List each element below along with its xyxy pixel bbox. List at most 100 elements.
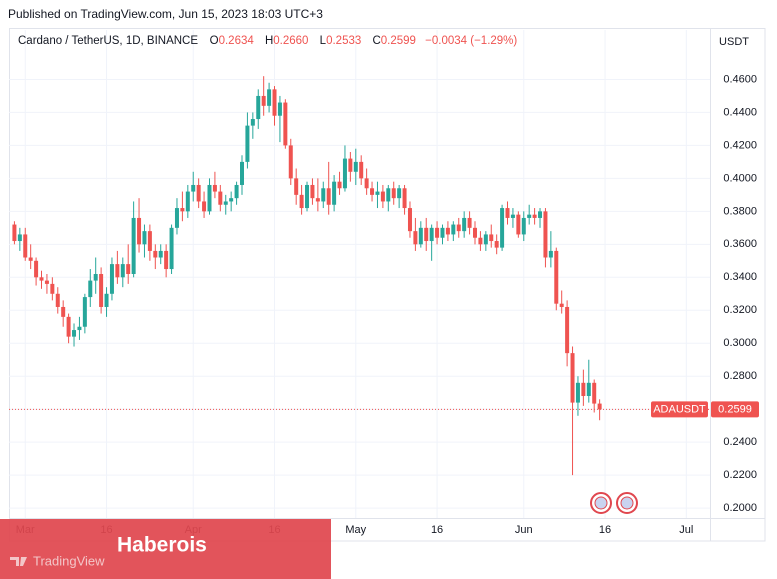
candle-body (326, 188, 331, 205)
candle-body (581, 382, 586, 396)
y-tick-label: 0.4000 (723, 172, 757, 184)
candle-body (158, 250, 163, 258)
symbol-tag (651, 401, 708, 418)
y-tick-label: 0.2200 (723, 469, 757, 481)
candle-body (191, 184, 196, 192)
candle-body (429, 227, 434, 242)
candle-body (353, 161, 358, 172)
candle-body (532, 214, 537, 218)
candle-body (391, 188, 396, 199)
watermark-logo (10, 557, 27, 566)
symbol-tag-label: ADAUSDT (653, 403, 706, 415)
y-tick-label: 0.3000 (723, 337, 757, 349)
candle-body (516, 214, 521, 235)
y-tick-label: 0.3600 (723, 238, 757, 250)
candle-body (50, 283, 55, 294)
candle-body (467, 217, 472, 228)
candle-body (321, 188, 326, 202)
ohlc-key: H (264, 35, 274, 47)
candle-body (342, 158, 347, 189)
candle-body (72, 330, 77, 337)
candle-body (147, 231, 152, 251)
ohlc-value: 0.2634 (218, 35, 254, 47)
candle-body (370, 188, 375, 195)
candle-body (554, 250, 559, 304)
candle-body (445, 227, 450, 235)
y-tick-label: 0.2800 (723, 370, 757, 382)
candle-body (61, 306, 66, 317)
ohlc-value: 0.2599 (380, 35, 416, 47)
candle-body (207, 184, 212, 212)
candle-body (462, 217, 467, 232)
x-tick-label: Jul (679, 524, 693, 536)
candle-body (66, 316, 71, 337)
candle-body (261, 95, 266, 106)
candle-body (478, 237, 483, 245)
candle-body (575, 382, 580, 403)
candle-body (115, 264, 120, 278)
candle-body (500, 208, 505, 248)
candle-body (277, 102, 282, 116)
candle-body (229, 198, 234, 202)
candle-body (240, 161, 244, 185)
candle-body (126, 264, 131, 274)
candle-body (505, 208, 510, 218)
candle-body (364, 178, 369, 189)
candle-body (218, 191, 223, 205)
candle-body (521, 217, 526, 235)
candle-body (82, 297, 87, 327)
candle-body (375, 191, 380, 195)
candle-body (586, 382, 591, 396)
price-tag-label: 0.2599 (718, 403, 752, 415)
candle-body (565, 306, 570, 354)
ohlc-key: L (319, 35, 327, 47)
candle-body (418, 227, 423, 245)
candle-body (185, 191, 190, 212)
price-tag (711, 401, 759, 418)
candle-body (267, 89, 272, 106)
y-axis-label: USDT (719, 36, 749, 48)
candle-body (305, 184, 310, 209)
y-tick-label: 0.2000 (723, 502, 757, 514)
overlay-banner (0, 519, 331, 579)
candle-body (137, 217, 142, 245)
symbol-legend: Cardano / TetherUS, 1D, BINANCE O0.2634 … (18, 35, 523, 47)
candle-body (483, 234, 488, 245)
candle-body (494, 241, 499, 248)
candle-body (451, 224, 456, 235)
candle-body (272, 89, 277, 116)
candle-body (407, 208, 412, 232)
watermark: TradingView (33, 553, 105, 568)
candle-body (288, 145, 293, 179)
candle-body (245, 125, 250, 162)
x-tick-label: Jun (515, 524, 533, 536)
symbol: Cardano / TetherUS, 1D, BINANCE (18, 35, 199, 47)
candle-body (559, 303, 564, 307)
candle-body (28, 257, 33, 261)
candle-body (104, 293, 109, 307)
candle-body (440, 227, 445, 238)
candle-body (570, 353, 575, 403)
candle-body (424, 227, 429, 242)
candle-body (23, 234, 28, 258)
candle-body (456, 224, 461, 232)
candle-body (310, 184, 315, 199)
y-tick-label: 0.3200 (723, 304, 757, 316)
ohlc-value: 0.2660 (273, 35, 309, 47)
candle-body (212, 184, 217, 192)
candle-body (527, 214, 532, 218)
published-note: Published on TradingView.com, Jun 15, 20… (8, 7, 323, 21)
candle-body (202, 201, 207, 212)
candle-body (473, 227, 477, 238)
candle-body (510, 214, 515, 218)
candle-body (337, 181, 342, 189)
candle-body (99, 274, 104, 307)
x-tick-label: 16 (431, 524, 443, 536)
candle-body (250, 119, 255, 126)
ohlc-value: 0.2533 (326, 35, 362, 47)
candle-body (34, 260, 39, 278)
candle-body (299, 194, 304, 209)
y-tick-label: 0.3400 (723, 271, 757, 283)
candle-body (153, 250, 158, 258)
